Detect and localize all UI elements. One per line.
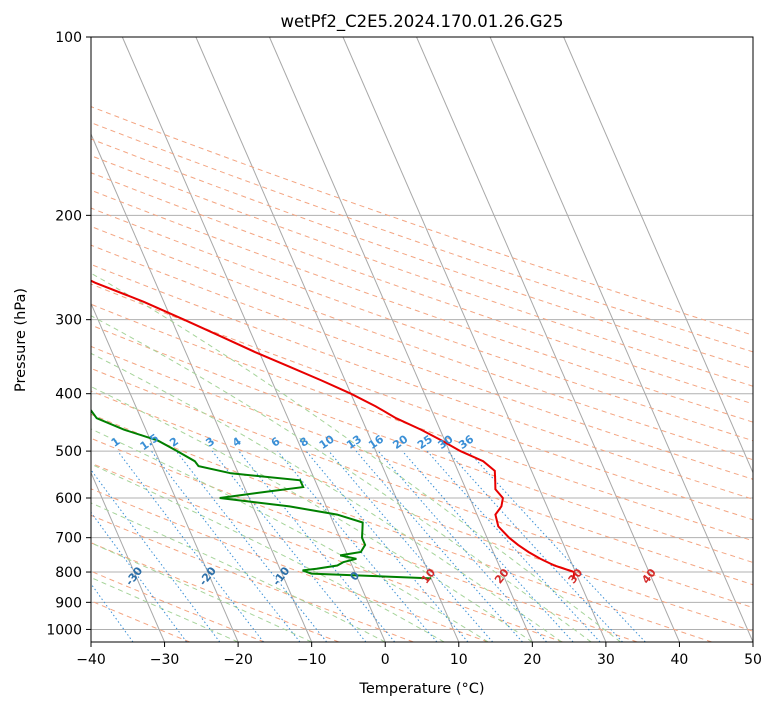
y-tick-label: 100 (55, 30, 82, 46)
dry-adiabat-label: 30 (566, 566, 586, 586)
y-tick-label: 800 (55, 565, 82, 581)
isotherm-line (563, 37, 753, 474)
y-tick-label: 1000 (46, 622, 82, 638)
y-axis-label: Pressure (hPa) (13, 288, 29, 392)
isotherm-line (416, 37, 680, 642)
plot-area: 0.10.20.40.611.52346810131620253036-100-… (0, 37, 753, 642)
y-tick-label: 900 (55, 595, 82, 611)
mixing-ratio-line (467, 450, 646, 642)
mixing-ratio-label: 4 (230, 435, 244, 450)
mixing-ratio-label: 20 (390, 432, 410, 452)
mixing-ratio-line (355, 450, 523, 642)
moist-adiabat-line (91, 272, 621, 642)
mixing-ratio-lines (91, 450, 646, 642)
isotherm-line (489, 37, 753, 642)
isotherm-lines (91, 37, 753, 642)
x-tick-label: 50 (744, 652, 762, 668)
isotherm-line (121, 37, 386, 642)
moist-adiabats (91, 272, 621, 642)
dry-adiabats (91, 106, 753, 642)
x-tick-label: 10 (450, 652, 468, 668)
isotherm-line (195, 37, 460, 642)
dry-adiabat-label: -30 (123, 564, 146, 588)
x-tick-label: −20 (223, 652, 253, 668)
sounding-profiles (91, 279, 576, 580)
isotherm-line (91, 302, 239, 642)
y-tick-label: 500 (55, 444, 82, 460)
mixing-ratio-line (277, 450, 438, 642)
isotherm-line (91, 471, 166, 642)
x-tick-label: 20 (523, 652, 541, 668)
dewpoint-profile-line (91, 408, 432, 580)
moist-adiabat-line (91, 315, 592, 642)
mixing-ratio-line (91, 583, 134, 642)
pressure-gridlines (91, 214, 753, 630)
mixing-ratio-line (91, 469, 221, 642)
y-tick-label: 300 (55, 313, 82, 329)
mixing-ratio-label: 3 (203, 435, 217, 450)
dry-adiabat-line (91, 324, 753, 564)
dry-adiabat-label: -20 (196, 564, 219, 588)
mixing-ratio-line (175, 450, 328, 642)
dry-adiabat-line (91, 244, 753, 480)
moist-adiabat-line (91, 542, 312, 642)
mixing-ratio-label: 8 (297, 435, 311, 450)
dry-adiabat-label: 20 (492, 566, 512, 586)
x-tick-label: −40 (76, 652, 106, 668)
y-tick-label: 400 (55, 387, 82, 403)
temperature-profile-line (91, 279, 576, 579)
isotherm-line (268, 37, 533, 642)
plot-frame (90, 36, 754, 643)
dry-adiabat-label: 40 (639, 566, 659, 586)
mixing-ratio-line (91, 511, 188, 642)
x-tick-label: −30 (150, 652, 180, 668)
mixing-ratio-line (211, 450, 367, 642)
mixing-ratio-line (402, 450, 574, 642)
moist-adiabat-line (91, 463, 445, 642)
x-axis-label: Temperature (°C) (358, 681, 484, 697)
y-axis-ticks: 100 200 300 400 500 600 700 800 900 1000 (46, 30, 91, 638)
y-tick-label: 200 (55, 208, 82, 224)
x-axis-ticks: −40 −30 −20 −10 0 10 20 30 40 50 (76, 642, 762, 668)
dry-adiabat-line (91, 413, 712, 642)
isotherm-line (342, 37, 607, 642)
dry-adiabat-label: -10 (270, 564, 293, 588)
dry-adiabat-line (91, 514, 414, 642)
moist-adiabat-line (91, 386, 533, 642)
mixing-ratio-label: 1 (109, 435, 123, 450)
x-tick-label: −10 (297, 652, 327, 668)
mixing-ratio-label: 36 (456, 432, 476, 452)
mixing-ratio-label: 0.4 (33, 431, 57, 453)
chart-title: wetPf2_C2E5.2024.170.01.26.G25 (280, 12, 563, 32)
mixing-ratio-line (426, 450, 601, 642)
dry-adiabat-line (91, 138, 753, 370)
dry-adiabat-line (91, 263, 753, 500)
moist-adiabat-line (91, 428, 489, 642)
dry-adiabat-line (91, 106, 753, 336)
x-tick-label: 40 (671, 652, 689, 668)
x-tick-label: 0 (381, 652, 390, 668)
dry-adiabat-line (91, 189, 753, 423)
mixing-ratio-line (377, 450, 547, 642)
dry-adiabat-line (91, 345, 753, 586)
dry-adiabat-line (91, 462, 563, 642)
dry-adiabat-line (91, 570, 265, 642)
dry-adiabat-line (91, 155, 753, 387)
mixing-ratio-line (238, 450, 396, 642)
dry-adiabat-label: 10 (419, 566, 439, 586)
dry-adiabat-line (91, 367, 753, 609)
y-tick-label: 600 (55, 491, 82, 507)
mixing-ratio-line (447, 450, 623, 642)
dry-adiabat-line (91, 488, 489, 642)
x-tick-label: 30 (597, 652, 615, 668)
mixing-ratio-label: 13 (344, 433, 364, 452)
mixing-ratio-label: 0.2 (0, 431, 6, 453)
y-tick-label: 700 (55, 531, 82, 547)
dry-adiabat-line (91, 207, 753, 442)
dry-adiabat-line (91, 437, 638, 642)
